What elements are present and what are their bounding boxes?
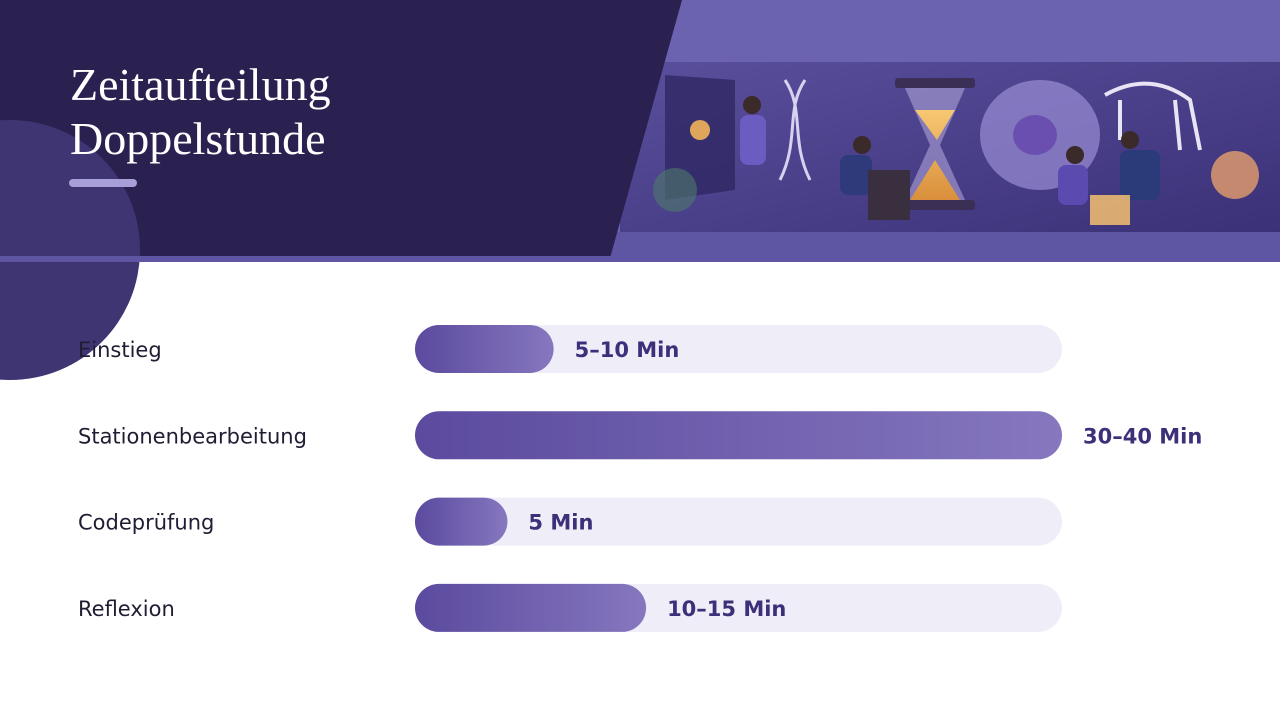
title-underline — [69, 179, 137, 187]
category-label: Stationenbearbeitung — [78, 424, 307, 448]
category-label: Codeprüfung — [78, 511, 214, 535]
category-label: Reflexion — [78, 597, 175, 621]
title-panel — [0, 0, 682, 258]
value-label: 5–10 Min — [575, 338, 680, 362]
title: Zeitaufteilung Doppelstunde — [70, 59, 331, 164]
value-label: 5 Min — [528, 511, 593, 535]
bar-track — [415, 497, 1062, 546]
bar — [415, 583, 647, 632]
category-label: Einstieg — [78, 338, 162, 362]
value-label: 10–15 Min — [667, 597, 786, 621]
bar — [415, 325, 554, 373]
bar-track — [415, 325, 1062, 373]
header-border — [0, 256, 1280, 262]
bar — [415, 411, 1062, 460]
illustration-details — [653, 75, 1259, 225]
bar — [415, 497, 508, 546]
value-label: 30–40 Min — [1083, 424, 1202, 448]
